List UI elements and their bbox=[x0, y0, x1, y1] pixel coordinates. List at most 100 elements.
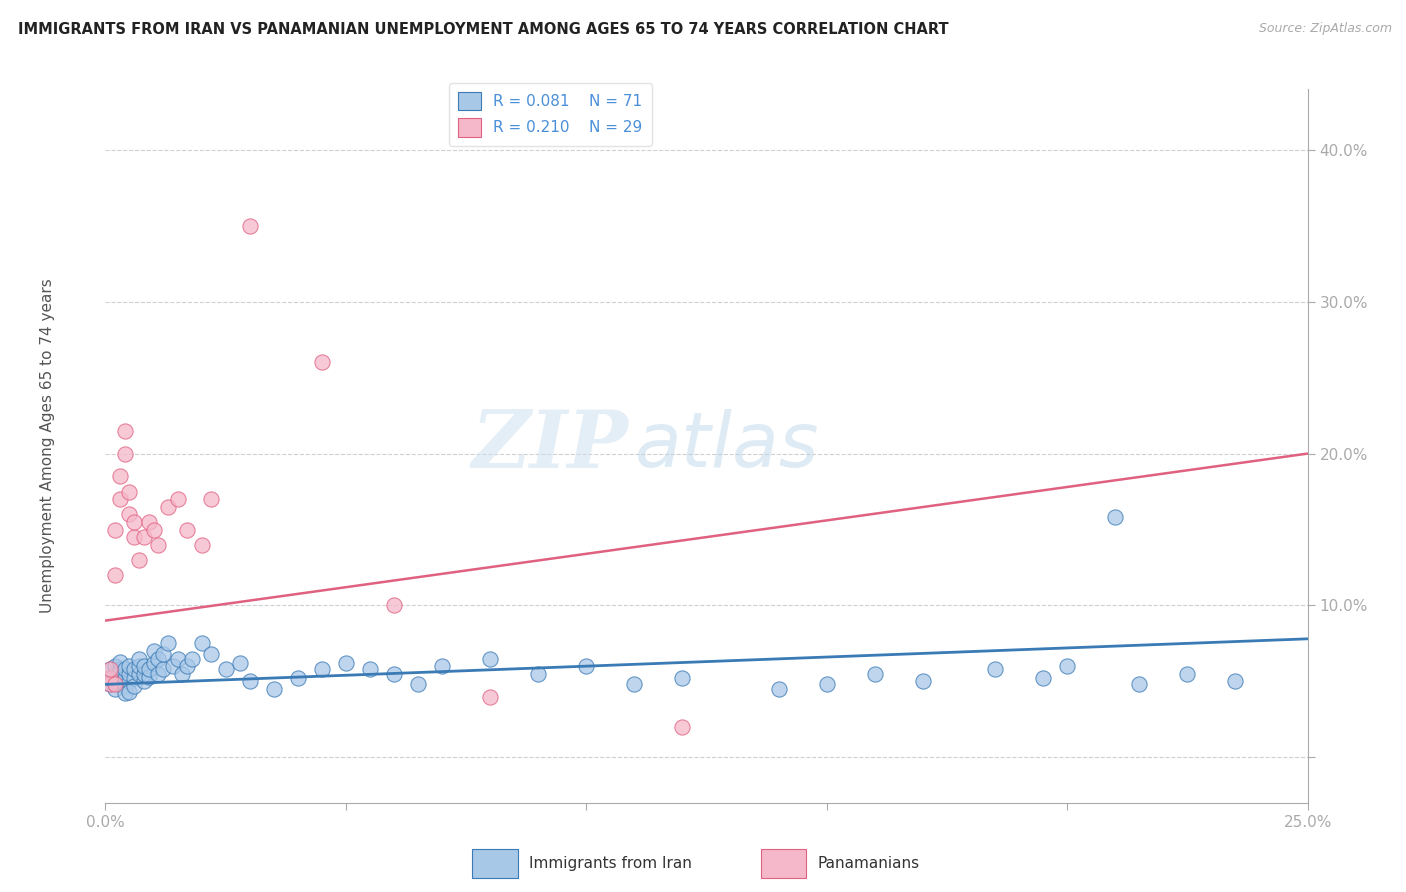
Point bbox=[671, 720, 693, 734]
Point bbox=[162, 659, 184, 673]
Point bbox=[118, 674, 141, 689]
Point bbox=[138, 670, 160, 684]
Point bbox=[114, 686, 136, 700]
Point bbox=[118, 659, 141, 673]
Text: atlas: atlas bbox=[634, 409, 818, 483]
Point bbox=[104, 568, 127, 582]
Point bbox=[128, 553, 150, 567]
Point bbox=[108, 655, 131, 669]
Point bbox=[1032, 671, 1054, 685]
Legend: R = 0.081    N = 71, R = 0.210    N = 29: R = 0.081 N = 71, R = 0.210 N = 29 bbox=[449, 83, 651, 145]
Point bbox=[214, 662, 236, 676]
Point bbox=[1225, 674, 1247, 689]
Point bbox=[124, 679, 146, 693]
Point bbox=[200, 492, 222, 507]
Point bbox=[172, 666, 194, 681]
Point bbox=[1175, 666, 1198, 681]
Point bbox=[156, 636, 179, 650]
Text: ZIP: ZIP bbox=[471, 408, 628, 484]
Point bbox=[104, 523, 127, 537]
Point bbox=[118, 508, 141, 522]
Point bbox=[863, 666, 886, 681]
Point bbox=[671, 671, 693, 685]
Point bbox=[527, 666, 550, 681]
Point bbox=[1104, 510, 1126, 524]
Point bbox=[98, 671, 121, 685]
Point bbox=[124, 530, 146, 544]
Point bbox=[148, 666, 170, 681]
Point bbox=[138, 662, 160, 676]
Point bbox=[335, 656, 357, 670]
Point bbox=[128, 666, 150, 681]
Point bbox=[124, 671, 146, 685]
Text: Source: ZipAtlas.com: Source: ZipAtlas.com bbox=[1258, 22, 1392, 36]
Point bbox=[108, 670, 131, 684]
Point bbox=[124, 515, 146, 529]
Point bbox=[114, 679, 136, 693]
Point bbox=[104, 666, 127, 681]
Text: Unemployment Among Ages 65 to 74 years: Unemployment Among Ages 65 to 74 years bbox=[41, 278, 55, 614]
Point bbox=[142, 644, 165, 658]
Point bbox=[200, 647, 222, 661]
Point bbox=[382, 599, 405, 613]
Point bbox=[108, 469, 131, 483]
Point bbox=[430, 659, 453, 673]
Point bbox=[623, 677, 645, 691]
Point bbox=[1056, 659, 1078, 673]
Point bbox=[287, 671, 309, 685]
Text: Immigrants from Iran: Immigrants from Iran bbox=[529, 856, 692, 871]
Point bbox=[142, 523, 165, 537]
Point bbox=[114, 447, 136, 461]
Point bbox=[124, 662, 146, 676]
Point bbox=[132, 666, 155, 681]
Point bbox=[128, 659, 150, 673]
Point bbox=[190, 538, 212, 552]
Point bbox=[98, 662, 121, 676]
Point bbox=[114, 662, 136, 676]
Point bbox=[98, 677, 121, 691]
Point bbox=[118, 484, 141, 499]
Point bbox=[98, 671, 121, 685]
Point bbox=[132, 659, 155, 673]
Point bbox=[132, 674, 155, 689]
Point bbox=[98, 662, 121, 676]
Point bbox=[152, 662, 174, 676]
Point bbox=[114, 671, 136, 685]
Point bbox=[166, 492, 188, 507]
Point bbox=[108, 677, 131, 691]
Point bbox=[229, 656, 252, 670]
Text: Panamanians: Panamanians bbox=[817, 856, 920, 871]
Point bbox=[104, 681, 127, 696]
Point bbox=[152, 647, 174, 661]
Point bbox=[104, 659, 127, 673]
Point bbox=[911, 674, 934, 689]
Point bbox=[156, 500, 179, 514]
Point bbox=[132, 530, 155, 544]
Point bbox=[104, 677, 127, 691]
Point bbox=[190, 636, 212, 650]
Point bbox=[148, 538, 170, 552]
Point bbox=[382, 666, 405, 681]
Point bbox=[176, 659, 198, 673]
Point bbox=[263, 681, 285, 696]
Point bbox=[815, 677, 838, 691]
Point bbox=[239, 219, 262, 233]
Point bbox=[138, 515, 160, 529]
Point bbox=[176, 523, 198, 537]
Point bbox=[311, 662, 333, 676]
Point bbox=[575, 659, 598, 673]
FancyBboxPatch shape bbox=[472, 849, 517, 878]
Point bbox=[166, 651, 188, 665]
Point bbox=[311, 355, 333, 369]
Point bbox=[118, 685, 141, 699]
Point bbox=[148, 651, 170, 665]
Point bbox=[108, 662, 131, 676]
Point bbox=[98, 677, 121, 691]
Point bbox=[142, 656, 165, 670]
FancyBboxPatch shape bbox=[761, 849, 806, 878]
Point bbox=[479, 651, 502, 665]
Point bbox=[359, 662, 381, 676]
Point bbox=[108, 492, 131, 507]
Point bbox=[479, 690, 502, 704]
Point bbox=[239, 674, 262, 689]
